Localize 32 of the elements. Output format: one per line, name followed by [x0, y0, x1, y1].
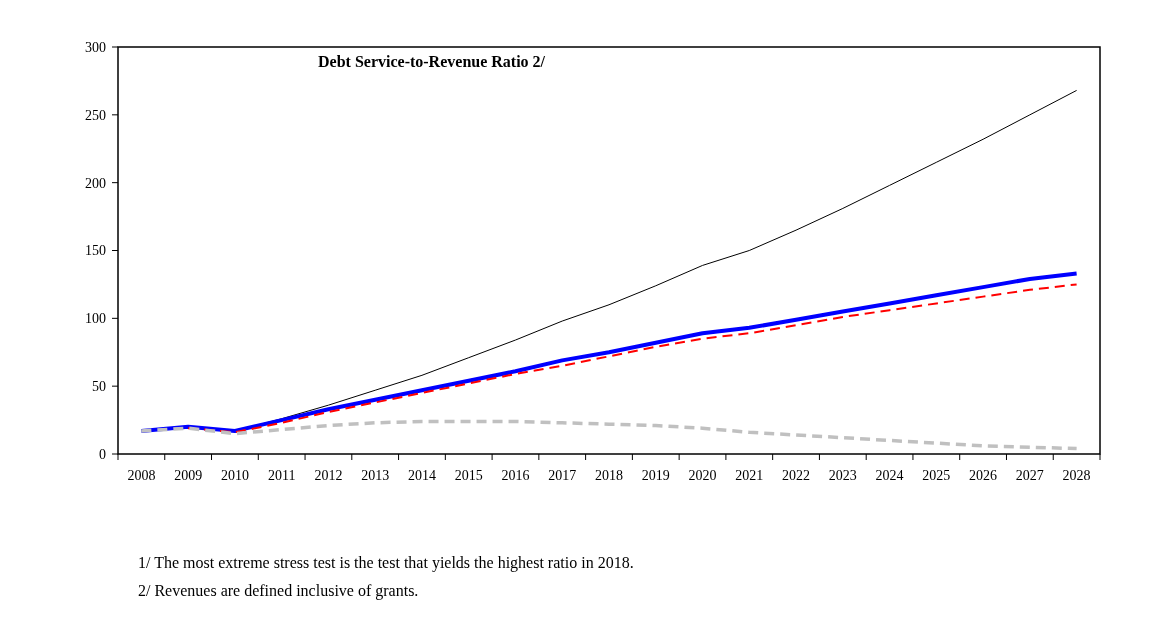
x-tick-label: 2016 — [501, 468, 530, 483]
y-tick-label: 300 — [85, 39, 106, 55]
x-tick-label: 2024 — [875, 468, 904, 483]
x-tick-label: 2023 — [828, 468, 857, 483]
x-tick-label: 2020 — [688, 468, 717, 483]
y-tick-label: 100 — [85, 311, 106, 327]
chart-title: Debt Service-to-Revenue Ratio 2/ — [318, 53, 546, 70]
y-tick-label: 250 — [85, 107, 106, 123]
x-tick-label: 2026 — [969, 468, 998, 483]
x-tick-label: 2009 — [174, 468, 203, 483]
x-tick-label: 2013 — [361, 468, 390, 483]
x-tick-label: 2008 — [127, 468, 156, 483]
x-tick-label: 2014 — [407, 468, 436, 483]
x-tick-label: 2027 — [1015, 468, 1044, 483]
x-tick-label: 2010 — [220, 468, 249, 483]
x-tick-label: 2018 — [595, 468, 623, 483]
x-tick-label: 2022 — [782, 468, 811, 483]
x-tick-label: 2011 — [267, 468, 296, 483]
x-tick-label: 2017 — [548, 468, 577, 483]
x-tick-label: 2021 — [735, 468, 764, 483]
x-tick-label: 2025 — [922, 468, 951, 483]
y-tick-label: 200 — [85, 175, 106, 191]
y-tick-label: 50 — [92, 379, 106, 395]
x-tick-label: 2028 — [1062, 468, 1091, 483]
text: 2/ Revenues are defined inclusive of grants. — [138, 582, 419, 600]
x-tick-label: 2012 — [314, 468, 343, 483]
x-tick-label: 2019 — [641, 468, 670, 483]
text: 1/ The most extreme stress test is the test that yields the highest ratio in 2018. — [138, 554, 634, 572]
line-series — [139, 419, 1079, 451]
y-tick-label: 0 — [99, 446, 106, 462]
x-tick-label: 2015 — [454, 468, 483, 483]
y-tick-label: 150 — [85, 243, 106, 259]
